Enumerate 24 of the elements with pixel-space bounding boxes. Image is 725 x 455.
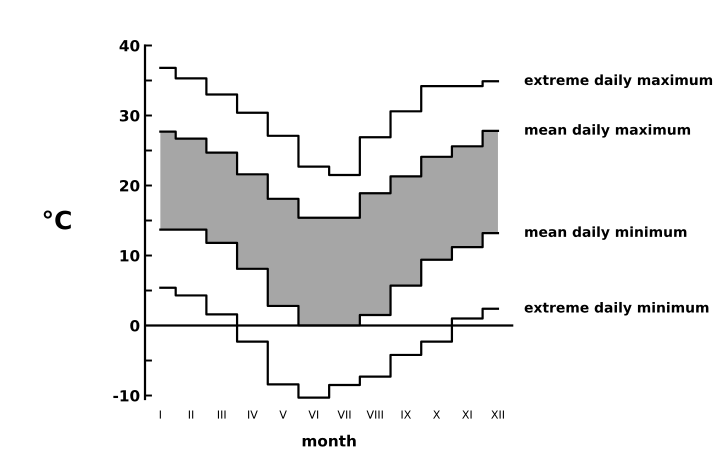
y-axis-title: °C: [44, 210, 71, 230]
series-label: extreme daily maximum: [524, 74, 712, 88]
x-tick-label: I: [160, 410, 161, 419]
x-tick-label: VI: [308, 410, 318, 419]
series-label: mean daily maximum: [525, 124, 690, 138]
y-tick-label: 20: [120, 180, 140, 192]
x-tick-label: V: [279, 410, 287, 419]
x-tick-label: II: [188, 410, 194, 419]
x-tick-label: IX: [402, 410, 411, 419]
series-label: mean daily minimum: [525, 226, 686, 240]
y-tick-label: -10: [113, 390, 140, 402]
x-tick-label: XII: [491, 410, 504, 419]
x-tick-label: VIII: [366, 410, 383, 419]
y-tick-label: 30: [120, 110, 140, 122]
series-label: extreme daily minimum: [524, 302, 708, 316]
x-tick-label: VII: [338, 410, 350, 419]
y-tick-label: 10: [120, 250, 140, 262]
x-tick-label: III: [218, 410, 226, 419]
y-tick-label: 40: [120, 40, 140, 52]
x-tick-label: XI: [462, 410, 472, 419]
x-axis-title: month: [302, 434, 356, 447]
x-tick-label: IV: [248, 410, 258, 419]
y-tick-label: 0: [130, 320, 140, 332]
x-tick-label: X: [433, 410, 440, 419]
